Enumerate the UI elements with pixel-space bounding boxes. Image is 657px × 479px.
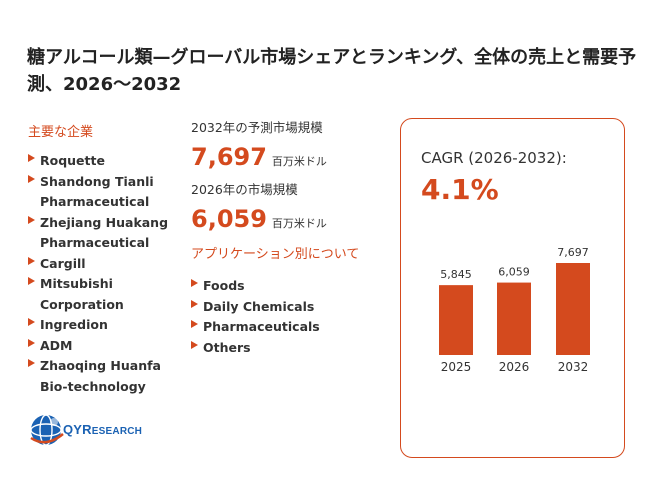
forecast-label: 2032年の予測市場規模 [191, 120, 323, 135]
player-name: ADM [40, 337, 73, 353]
current-label: 2026年の市場規模 [191, 182, 298, 197]
list-item: Pharmaceuticals [191, 317, 396, 338]
triangle-bullet-icon [28, 256, 35, 265]
triangle-bullet-icon [28, 174, 35, 183]
bar-2026 [497, 282, 531, 355]
cagr-panel: CAGR (2026-2032): 4.1% 5,845 2025 6,059 202… [400, 118, 625, 458]
application-name: Pharmaceuticals [203, 319, 320, 334]
key-players-heading: 主要な企業 [28, 125, 94, 140]
list-item: Foods [191, 276, 396, 297]
application-name: Foods [203, 278, 245, 293]
list-item: Roquette [28, 151, 178, 172]
forecast-value: 7,697 [191, 143, 267, 171]
triangle-bullet-icon [28, 277, 35, 285]
list-item: Ingredion [28, 315, 178, 336]
player-name: Cargill [40, 255, 86, 271]
bar-value-label: 6,059 [498, 266, 530, 279]
list-item: Mitsubishi Corporation [28, 274, 178, 315]
triangle-bullet-icon [28, 215, 35, 224]
category-label: 2025 [441, 360, 472, 374]
player-name: Roquette [40, 153, 105, 168]
key-players-list: Roquette Shandong Tianli Pharmaceutical … [28, 151, 178, 397]
current-stat: 6,059 百万米ドル [191, 205, 396, 233]
triangle-bullet-icon [191, 279, 198, 287]
application-name: Daily Chemicals [203, 298, 315, 314]
bar-2032 [556, 263, 590, 355]
triangle-bullet-icon [191, 299, 198, 308]
cagr-label: CAGR (2026-2032): [421, 149, 567, 167]
triangle-bullet-icon [191, 340, 198, 349]
qyresearch-logo: QYRESEARCH [27, 408, 187, 454]
triangle-bullet-icon [28, 359, 35, 367]
applications-list: Foods Daily Chemicals Pharmaceuticals Ot… [191, 276, 396, 358]
cagr-value: 4.1% [421, 173, 499, 206]
application-name: Others [203, 339, 251, 355]
market-bar-chart: 5,845 2025 6,059 2026 7,697 2032 [439, 246, 590, 374]
player-name: Shandong Tianli Pharmaceutical [40, 173, 154, 210]
triangle-bullet-icon [28, 338, 35, 347]
globe-logo-icon [30, 414, 64, 446]
current-value: 6,059 [191, 205, 267, 233]
page-title: 糖アルコール類—グローバル市場シェアとランキング、全体の売上と需要予測、2026… [27, 47, 637, 95]
triangle-bullet-icon [28, 318, 35, 326]
forecast-stat: 7,697 百万米ドル [191, 143, 396, 171]
player-name: Zhaoqing Huanfa Bio-technology [40, 358, 161, 394]
market-size-column: 2032年の予測市場規模 7,697 百万米ドル 2026年の市場規模 6,05… [191, 119, 396, 358]
player-name: Mitsubishi Corporation [40, 276, 124, 312]
bar-value-label: 5,845 [440, 268, 472, 281]
triangle-bullet-icon [191, 320, 198, 328]
list-item: Daily Chemicals [191, 297, 396, 318]
bar-value-label: 7,697 [557, 246, 589, 259]
player-name: Ingredion [40, 317, 108, 332]
logo-text: QYRESEARCH [63, 422, 143, 437]
list-item: ADM [28, 336, 178, 357]
list-item: Shandong Tianli Pharmaceutical [28, 172, 178, 213]
category-label: 2032 [558, 360, 589, 374]
forecast-unit: 百万米ドル [271, 155, 327, 168]
list-item: Others [191, 338, 396, 359]
list-item: Zhaoqing Huanfa Bio-technology [28, 356, 178, 397]
triangle-bullet-icon [28, 154, 35, 162]
applications-heading: アプリケーション別について [191, 247, 360, 262]
player-name: Zhejiang Huakang Pharmaceutical [40, 214, 169, 251]
category-label: 2026 [499, 360, 530, 374]
list-item: Zhejiang Huakang Pharmaceutical [28, 213, 178, 254]
list-item: Cargill [28, 254, 178, 275]
current-unit: 百万米ドル [271, 217, 327, 230]
bar-2025 [439, 285, 473, 355]
